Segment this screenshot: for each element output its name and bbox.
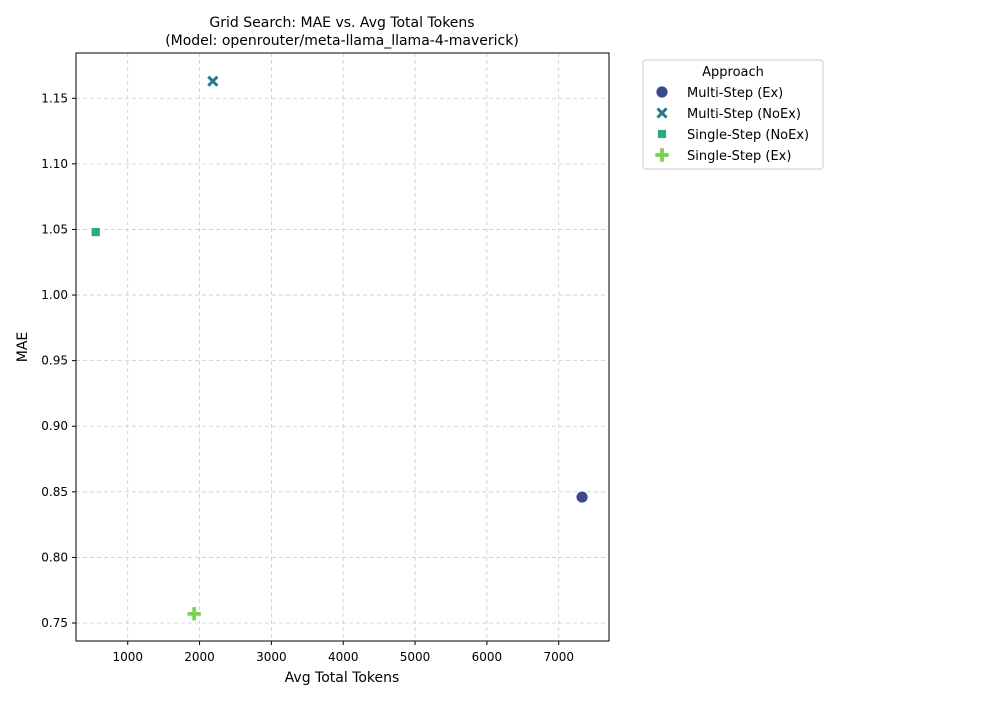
- x-tick-label: 4000: [328, 650, 359, 664]
- x-tick-label: 7000: [543, 650, 574, 664]
- legend-marker: [657, 129, 667, 139]
- y-tick-label: 1.00: [41, 288, 68, 302]
- x-tick-label: 1000: [112, 650, 143, 664]
- plot-frame: [75, 52, 610, 642]
- chart-title: Grid Search: MAE vs. Avg Total Tokens: [209, 15, 474, 31]
- legend-item-label: Multi-Step (NoEx): [687, 107, 801, 122]
- y-tick-label: 0.75: [41, 616, 68, 630]
- legend: Approach Multi-Step (Ex) Multi-Step (NoEx…: [642, 59, 824, 170]
- y-tick-label: 0.95: [41, 354, 68, 368]
- legend-item-label: Multi-Step (Ex): [687, 86, 783, 101]
- legend-marker: [654, 147, 670, 163]
- data-point: [186, 606, 202, 622]
- legend-item-label: Single-Step (Ex): [687, 149, 791, 164]
- data-point: [575, 490, 589, 504]
- data-point: [206, 74, 220, 88]
- x-tick-label: 3000: [256, 650, 287, 664]
- legend-box: [642, 59, 824, 170]
- legend-items: Multi-Step (Ex) Multi-Step (NoEx) Single-S…: [654, 85, 809, 164]
- y-axis-label: MAE: [15, 332, 31, 363]
- x-tick-label: 6000: [472, 650, 503, 664]
- y-tick-label: 1.10: [41, 157, 68, 171]
- legend-marker: [655, 106, 669, 120]
- x-tick-label: 2000: [184, 650, 215, 664]
- grid-lines: [76, 53, 609, 641]
- data-point: [90, 227, 101, 237]
- data-points: [90, 74, 589, 622]
- legend-item-label: Single-Step (NoEx): [687, 128, 809, 143]
- y-tick-label: 0.85: [41, 485, 68, 499]
- x-tick-label: 5000: [400, 650, 431, 664]
- axes: 1000 2000 3000 4000 5000 6000 7000 0.75 0.80 0.85…: [41, 52, 610, 664]
- y-tick-label: 1.15: [41, 91, 68, 105]
- x-axis-label: Avg Total Tokens: [285, 670, 400, 686]
- chart-subtitle: (Model: openrouter/meta-llama_llama-4-ma…: [165, 33, 519, 49]
- y-tick-label: 0.90: [41, 419, 68, 433]
- legend-title: Approach: [702, 65, 764, 80]
- y-tick-label: 1.05: [41, 222, 68, 236]
- legend-marker: [655, 85, 669, 99]
- y-tick-label: 0.80: [41, 550, 68, 564]
